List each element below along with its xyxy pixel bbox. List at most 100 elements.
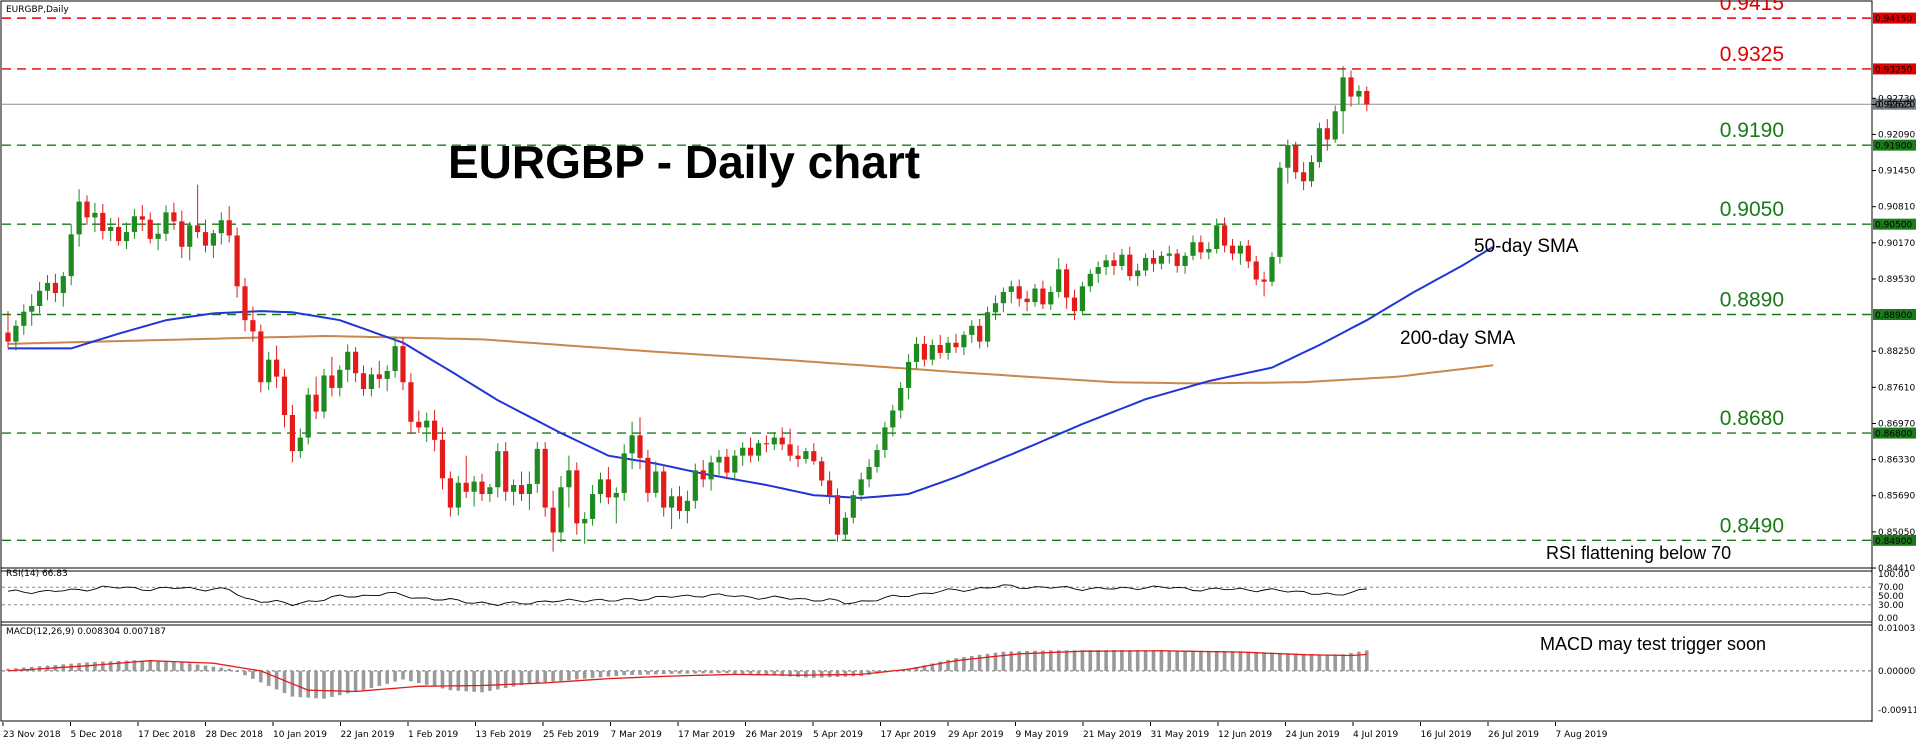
macd-bar [590,670,595,679]
macd-signal-line [7,650,1367,693]
candle-body [376,374,382,379]
price-tick-label: 0.90170 [1878,239,1915,249]
candle-body [1214,225,1220,250]
candle-body [1166,253,1172,256]
candle-body [218,220,224,234]
candle-body [937,344,943,353]
candle-body [13,325,19,342]
candle-body [827,480,833,496]
macd-bar [1049,650,1053,671]
candle-body [1206,249,1212,253]
candle-body [108,227,114,231]
date-label: 7 Aug 2019 [1556,730,1608,740]
candle-body [1079,286,1085,312]
price-tick-label: 0.92730 [1878,94,1915,104]
macd-bar [575,670,579,680]
macd-bar [551,670,555,682]
candle-body [179,221,185,247]
candle-body [890,410,896,428]
macd-bar [559,670,563,681]
symbol-label: EURGBP,Daily [6,5,69,15]
candle-body [985,312,991,342]
candle-body [511,485,517,492]
macd-bar [1238,651,1243,671]
macd-bar [243,670,247,676]
candle-body [811,451,817,462]
macd-bar [432,670,437,687]
candle-body [850,495,856,518]
candle-body [1293,145,1299,173]
date-label: 24 Jun 2019 [1286,730,1340,740]
candle-body [345,351,351,370]
candle-body [487,487,493,495]
date-label: 17 Apr 2019 [881,730,937,740]
candle-body [1095,267,1101,274]
macd-bar [393,670,397,682]
candle-body [202,232,209,246]
candle-body [424,420,430,428]
price-tick-label: 0.85050 [1878,528,1915,538]
candle-body [1048,291,1054,305]
candle-body [684,500,690,511]
macd-bar [938,661,942,671]
macd-bar [472,670,476,692]
macd-bar [1056,650,1061,671]
macd-bar [756,670,761,675]
level-label-0.8680: 0.8680 [1720,407,1784,430]
macd-bar [638,670,642,675]
candle-body [1269,256,1275,282]
candle-body [874,450,880,467]
macd-bar [227,668,231,671]
price-tick-label: 0.90810 [1878,203,1915,213]
macd-bar [851,670,856,677]
candle-body [740,447,746,456]
macd-bar [906,668,911,671]
candle-body [305,394,311,438]
macd-bar [622,670,626,676]
date-label: 13 Feb 2019 [476,730,532,740]
macd-bar [164,661,168,671]
candle-body [1000,291,1006,304]
candle-body [1135,270,1141,277]
candlesticks [5,66,1370,552]
candle-body [455,482,461,508]
candle-body [1229,245,1236,254]
macd-bar [1254,651,1258,671]
macd-bar [282,670,287,694]
candle-body [716,456,722,463]
macd-bar [859,670,863,677]
macd-bar [685,670,690,674]
macd-bar [1317,654,1322,671]
macd-bar [819,670,824,678]
macd-panel: 0.010037 0.000000 -0.009115 [2,624,1916,716]
macd-bar [661,670,666,675]
macd-bar [733,670,737,674]
macd-bar [1033,650,1037,671]
macd-bar [195,664,200,671]
candle-body [250,320,256,332]
date-label: 25 Feb 2019 [543,730,599,740]
candle-body [558,487,564,533]
candle-body [139,216,145,220]
sma-200-line [7,334,1494,385]
candle-body [68,234,74,277]
macd-bar [1262,652,1266,671]
candle-body [353,351,359,374]
candle-body [629,435,635,454]
candle-body [945,342,951,353]
macd-bar [527,670,532,684]
level-label-0.8490: 0.8490 [1720,514,1784,537]
candle-body [1316,128,1322,163]
candle-body [463,482,469,492]
macd-bar [306,670,310,698]
current-price-text: 0.92625 [1875,101,1912,111]
candle-body [621,453,627,493]
candle-body [921,343,927,360]
candle-body [597,479,604,495]
macd-bar [1009,651,1014,671]
date-label: 12 Jun 2019 [1218,730,1272,740]
macd-bar [677,670,682,674]
candle-body [1127,254,1133,277]
macd-bar [804,670,808,678]
